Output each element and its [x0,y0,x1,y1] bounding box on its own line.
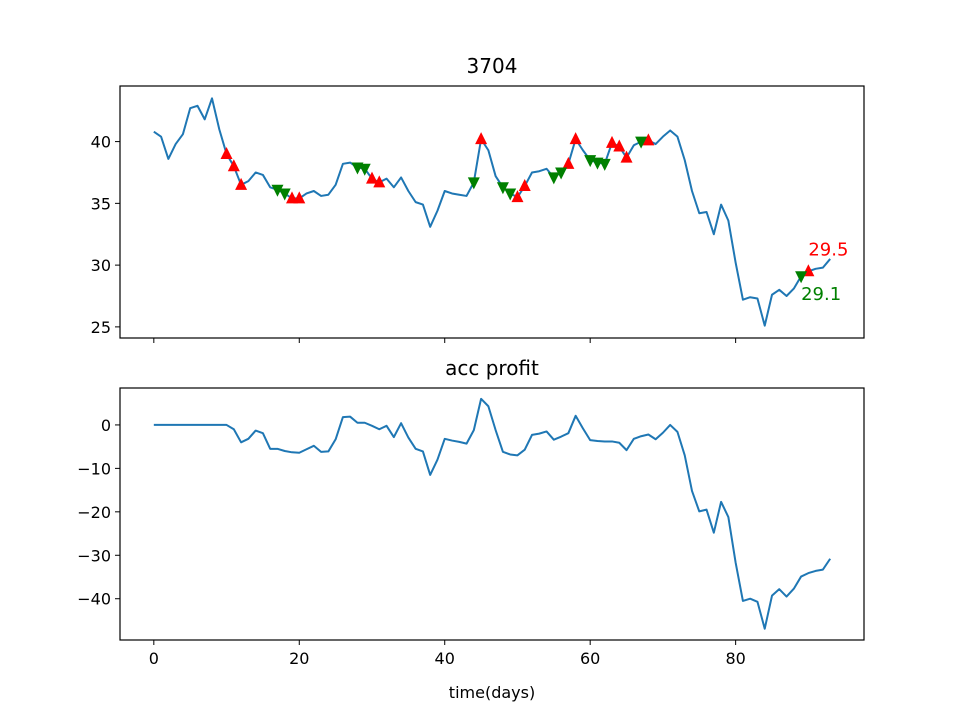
price-y-axis: 25 30 35 40 [91,133,120,337]
sell-marker [635,136,648,149]
buy-marker [220,146,233,159]
y-tick-label: 0 [101,416,111,435]
buy-marker [293,191,306,204]
value-annotation: 29.1 [801,284,841,305]
y-tick-label: 35 [91,194,111,213]
x-tick-label: 20 [289,649,309,668]
x-tick-label: 80 [725,649,745,668]
buy-marker [606,135,618,148]
sell-marker [504,188,517,201]
buy-marker [475,132,488,145]
value-annotation: 29.5 [808,239,848,260]
buy-marker [518,179,531,192]
profit-axes-frame [119,387,865,641]
y-tick-label: 30 [91,256,111,275]
buy-marker [613,139,626,152]
y-tick-label: −20 [77,503,111,522]
x-axis-label: time(days) [449,683,535,702]
sell-marker [358,163,371,176]
buy-marker [569,132,582,145]
sell-marker [278,188,291,201]
buy-marker [235,177,248,190]
buy-marker [642,133,655,146]
x-tick-label: 60 [580,649,600,668]
profit-line [153,397,832,630]
profit-x-axis: 0 20 40 60 80 [149,640,746,668]
sell-marker [496,182,509,195]
sell-marker [795,271,808,284]
price-x-axis [153,338,737,343]
buy-marker [562,156,575,169]
buy-marker [511,190,524,203]
price-panel: 3704 29.5 29.1 25 30 35 40 [91,54,865,343]
sell-marker [598,158,611,171]
profit-y-axis: −40 −30 −20 −10 0 [77,416,120,609]
buy-marker [620,150,633,163]
sell-marker [467,177,480,190]
sell-marker [555,167,568,180]
y-tick-label: −30 [77,546,111,565]
sell-marker [547,172,560,185]
y-tick-label: 25 [91,318,111,337]
profit-panel: acc profit 0 20 40 60 80 −40 −30 −20 −10 0 time(… [77,356,865,702]
y-tick-label: −40 [77,590,111,609]
y-tick-label: −10 [77,459,111,478]
price-axes-frame [119,85,865,339]
price-chart-title: 3704 [467,54,518,78]
sell-marker [271,184,284,197]
x-tick-label: 0 [149,649,159,668]
y-tick-label: 40 [91,133,111,152]
buy-marker [366,171,378,184]
price-plot-area: 29.5 29.1 [153,97,848,327]
price-line [153,97,831,327]
buy-marker [227,159,240,172]
profit-plot-area [153,397,832,630]
buy-marker [373,175,386,188]
x-tick-label: 40 [435,649,455,668]
profit-chart-title: acc profit [445,356,539,380]
